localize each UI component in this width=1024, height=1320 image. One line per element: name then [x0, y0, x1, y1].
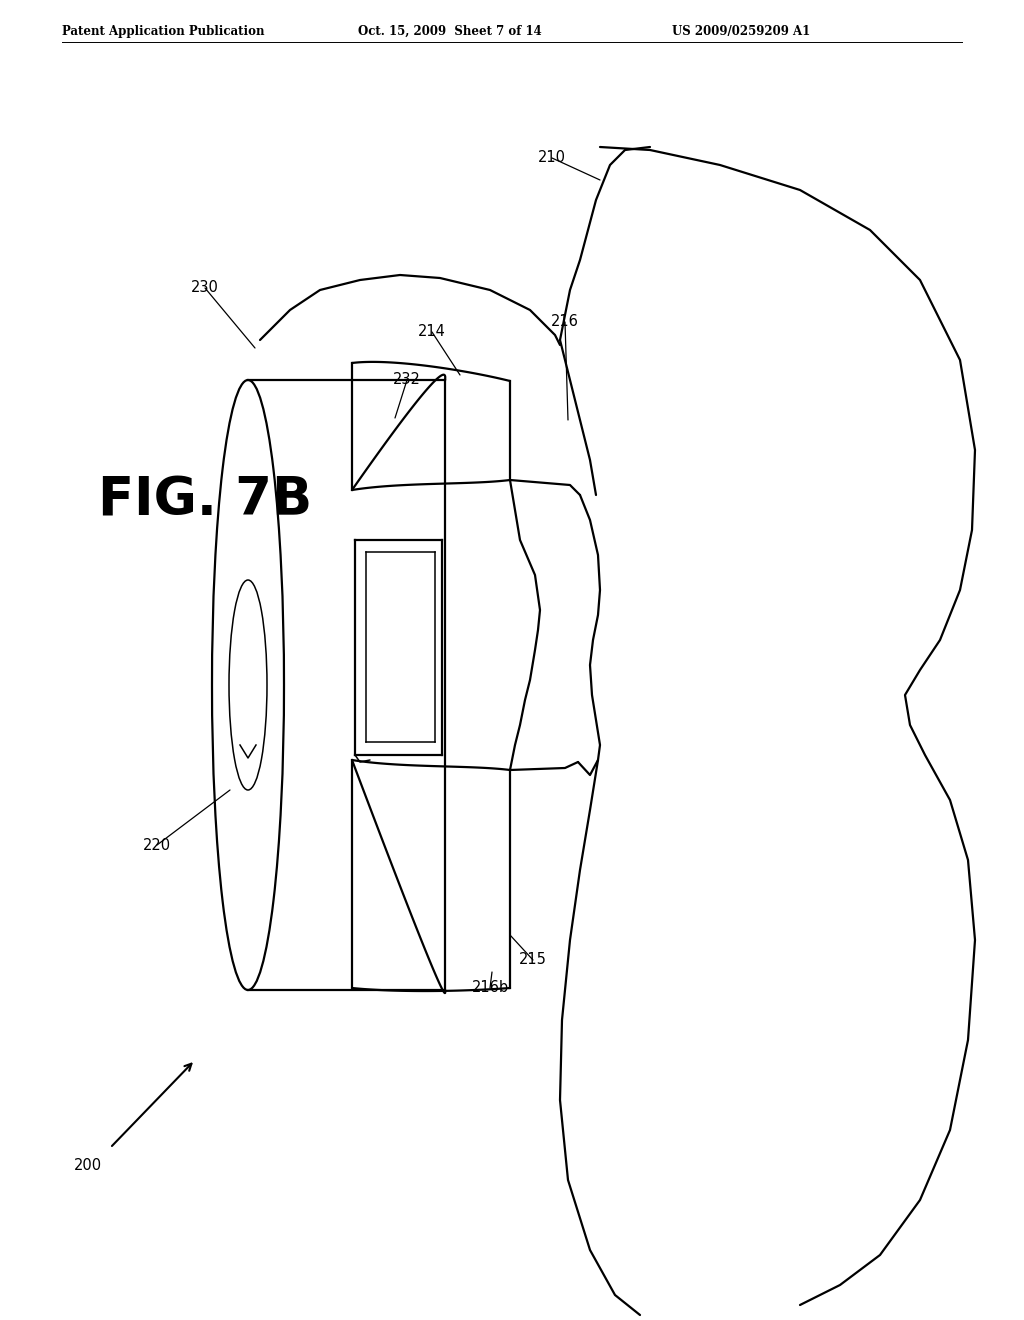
- Text: FIG. 7B: FIG. 7B: [98, 474, 312, 525]
- Text: 216: 216: [551, 314, 579, 330]
- Text: Patent Application Publication: Patent Application Publication: [62, 25, 264, 38]
- Text: 210: 210: [538, 150, 566, 165]
- Text: 216b: 216b: [471, 981, 509, 995]
- Text: 230: 230: [191, 281, 219, 296]
- Text: Oct. 15, 2009  Sheet 7 of 14: Oct. 15, 2009 Sheet 7 of 14: [358, 25, 542, 38]
- Text: US 2009/0259209 A1: US 2009/0259209 A1: [672, 25, 810, 38]
- Text: 232: 232: [393, 372, 421, 388]
- Text: 220: 220: [143, 837, 171, 853]
- Text: 214: 214: [418, 325, 445, 339]
- Text: 215: 215: [519, 953, 547, 968]
- Text: 200: 200: [74, 1158, 102, 1172]
